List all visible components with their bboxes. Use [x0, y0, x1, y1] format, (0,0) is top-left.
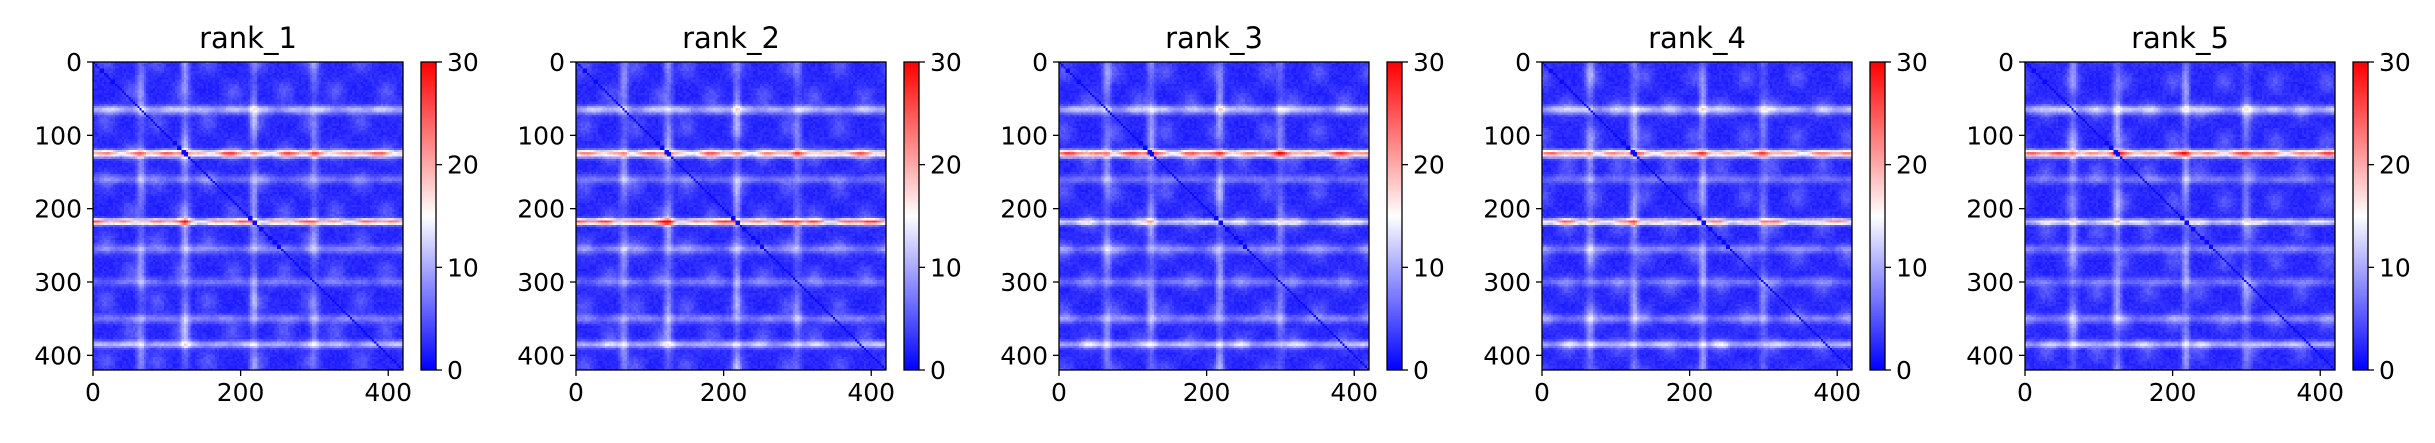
colorbar [1870, 62, 1885, 370]
y-tick-label: 0 [549, 48, 565, 77]
colorbar [421, 62, 436, 370]
y-tick-label: 300 [34, 268, 82, 297]
colorbar-tick-label: 10 [930, 253, 962, 282]
panel-title: rank_4 [1648, 21, 1746, 55]
colorbar-tick-label: 20 [447, 151, 479, 180]
panel-title: rank_2 [682, 21, 780, 55]
colorbar-tick-label: 0 [2379, 356, 2395, 385]
colorbar-tick-label: 10 [1413, 253, 1445, 282]
x-tick-label: 400 [1813, 378, 1861, 407]
y-tick-label: 100 [1000, 121, 1048, 150]
y-tick-label: 0 [66, 48, 82, 77]
colorbar-frame [903, 61, 920, 371]
y-tick-label: 200 [1483, 195, 1531, 224]
x-tick-label: 0 [568, 378, 584, 407]
colorbar [904, 62, 919, 370]
y-tick-label: 0 [1515, 48, 1531, 77]
axes-frame [92, 61, 404, 371]
colorbar-tick-label: 10 [1896, 253, 1928, 282]
x-tick-label: 200 [2149, 378, 2197, 407]
heatmap-image [93, 62, 403, 370]
colorbar-frame [1869, 61, 1886, 371]
x-tick-label: 0 [1051, 378, 1067, 407]
colorbar-tick-label: 20 [1896, 151, 1928, 180]
axes-frame [2024, 61, 2336, 371]
heatmap-image [2025, 62, 2335, 370]
y-tick-label: 400 [1000, 341, 1048, 370]
x-tick-label: 200 [217, 378, 265, 407]
y-tick-label: 200 [1000, 195, 1048, 224]
y-tick-label: 300 [1000, 268, 1048, 297]
y-tick-label: 300 [1483, 268, 1531, 297]
y-tick-label: 300 [517, 268, 565, 297]
colorbar-frame [1386, 61, 1403, 371]
heatmap-image [1059, 62, 1369, 370]
y-tick-label: 300 [1966, 268, 2014, 297]
colorbar-frame [2352, 61, 2369, 371]
y-tick-label: 400 [1483, 341, 1531, 370]
colorbar-frame [420, 61, 437, 371]
x-tick-label: 400 [847, 378, 895, 407]
axes-frame [575, 61, 887, 371]
panel-title: rank_3 [1165, 21, 1263, 55]
x-tick-label: 0 [2017, 378, 2033, 407]
colorbar-tick-label: 0 [447, 356, 463, 385]
y-tick-label: 0 [1032, 48, 1048, 77]
x-tick-label: 200 [1666, 378, 1714, 407]
colorbar-tick-label: 10 [2379, 253, 2411, 282]
colorbar-tick-label: 30 [930, 48, 962, 77]
x-tick-label: 400 [1330, 378, 1378, 407]
x-tick-label: 200 [1183, 378, 1231, 407]
x-tick-label: 400 [2296, 378, 2344, 407]
heatmap-image [1542, 62, 1852, 370]
y-tick-label: 0 [1998, 48, 2014, 77]
colorbar-tick-label: 0 [1896, 356, 1912, 385]
axes-frame [1541, 61, 1853, 371]
x-tick-label: 0 [85, 378, 101, 407]
x-tick-label: 400 [364, 378, 412, 407]
colorbar-tick-label: 20 [930, 151, 962, 180]
colorbar [2353, 62, 2368, 370]
y-tick-label: 100 [1966, 121, 2014, 150]
y-tick-label: 200 [34, 195, 82, 224]
y-tick-label: 200 [517, 195, 565, 224]
colorbar-tick-label: 0 [930, 356, 946, 385]
y-tick-label: 100 [517, 121, 565, 150]
colorbar-tick-label: 30 [447, 48, 479, 77]
panel-title: rank_1 [199, 21, 297, 55]
colorbar-tick-label: 30 [1413, 48, 1445, 77]
y-tick-label: 100 [34, 121, 82, 150]
colorbar-tick-label: 20 [2379, 151, 2411, 180]
x-tick-label: 0 [1534, 378, 1550, 407]
heatmap-image [576, 62, 886, 370]
axes-frame [1058, 61, 1370, 371]
y-tick-label: 200 [1966, 195, 2014, 224]
colorbar-tick-label: 0 [1413, 356, 1429, 385]
colorbar-tick-label: 20 [1413, 151, 1445, 180]
y-tick-label: 400 [34, 341, 82, 370]
panel-title: rank_5 [2131, 21, 2229, 55]
colorbar [1387, 62, 1402, 370]
y-tick-label: 400 [1966, 341, 2014, 370]
y-tick-label: 400 [517, 341, 565, 370]
colorbar-tick-label: 10 [447, 253, 479, 282]
colorbar-tick-label: 30 [2379, 48, 2411, 77]
y-tick-label: 100 [1483, 121, 1531, 150]
colorbar-tick-label: 30 [1896, 48, 1928, 77]
x-tick-label: 200 [700, 378, 748, 407]
